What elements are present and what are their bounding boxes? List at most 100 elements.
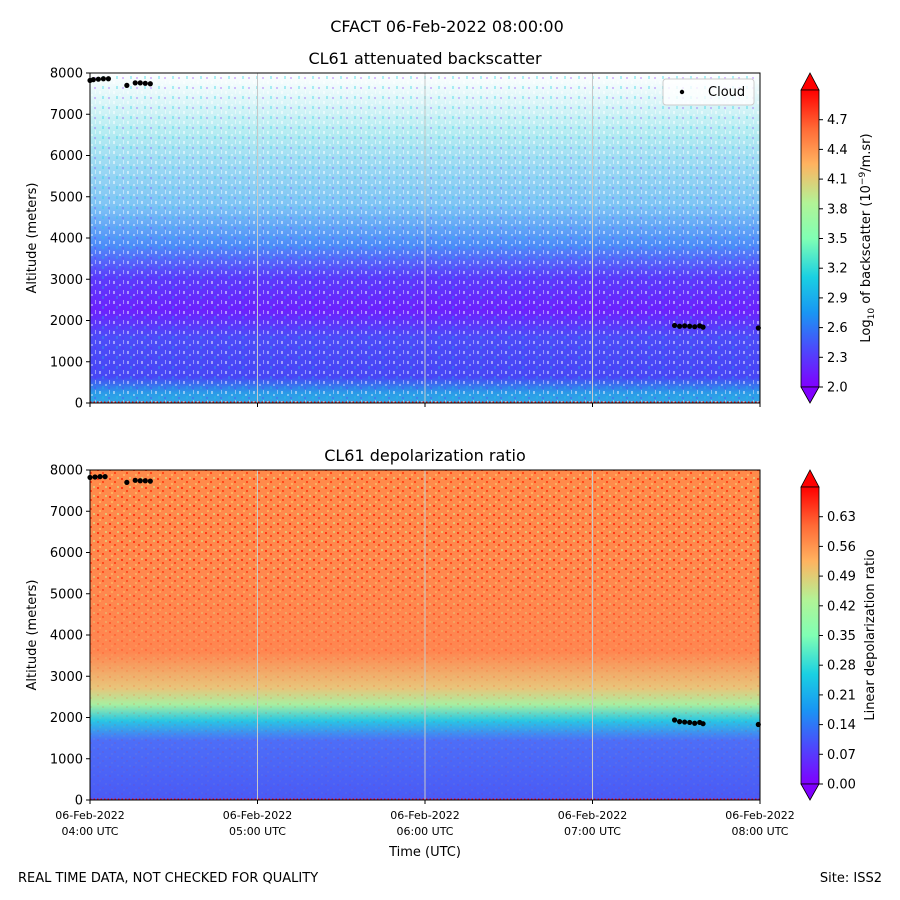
cloud-marker [682,323,688,329]
cloud-marker [92,474,98,480]
depolarization-ylabel: Altitude (meters) [25,580,40,691]
colorbar-extend-bottom [800,783,820,801]
depolarization-colorbar-label: Linear depolarization ratio [863,549,878,720]
ytick-label: 0 [75,397,83,412]
ytick-label: 1000 [50,752,83,767]
ytick-label: 5000 [50,587,83,602]
ytick-label: 0 [75,794,83,809]
xtick-date-label: 06-Feb-2022 [725,809,794,822]
colorbar-tick-label: 0.42 [827,599,856,614]
cloud-marker [671,717,678,723]
cloud-marker [132,477,138,483]
time-xlabel: Time (UTC) [388,845,461,860]
ytick-label: 7000 [50,108,83,123]
cloud-marker [105,76,112,82]
colorbar-tick-label: 0.56 [827,540,856,555]
colorbar-tick-label: 2.9 [827,291,848,306]
cloud-marker [90,77,96,83]
xtick-date-label: 06-Feb-2022 [223,809,292,822]
cloud-legend-marker [679,89,685,95]
legend-cloud-label: Cloud [708,85,745,100]
colorbar-tick-label: 0.14 [827,718,856,733]
cloud-marker [671,322,678,329]
backscatter-legend: Cloud [662,78,755,106]
cloud-marker [700,721,706,727]
cloud-marker [147,81,153,87]
ytick-label: 2000 [50,314,83,329]
figure-suptitle: CFACT 06-Feb-2022 08:00:00 [330,17,564,36]
depolarization-title: CL61 depolarization ratio [324,446,526,465]
ytick-label: 5000 [50,190,83,205]
colorbar-tick-label: 2.0 [827,381,848,396]
cloud-marker [97,474,103,480]
colorbar-tick-label: 0.07 [827,748,856,763]
xtick-date-label: 06-Feb-2022 [55,809,124,822]
depolarization-xticks: 06-Feb-2022 04:00 UTC 06-Feb-2022 05:00 UTC… [55,800,795,838]
colorbar-tick-label: 2.3 [827,351,848,366]
footer-site: Site: ISS2 [820,871,882,886]
cloud-marker [142,80,148,86]
cloud-marker [142,478,148,484]
cloud-marker [700,324,706,330]
colorbar-tick-label: 4.4 [827,143,848,158]
colorbar-tick-label: 4.1 [827,173,848,188]
cloud-marker [137,478,143,484]
ytick-label: 4000 [50,629,83,644]
backscatter-gridlines [90,73,760,403]
colorbar-tick-label: 2.6 [827,321,848,336]
depolarization-yticks: 0 1000 2000 3000 4000 5000 6000 7000 8000 [50,464,90,809]
ytick-label: 8000 [50,464,83,479]
colorbar-extend-top [800,469,820,488]
xtick-time-label: 08:00 UTC [731,825,788,838]
ytick-label: 7000 [50,505,83,520]
cloud-marker [677,719,683,725]
xtick-date-label: 06-Feb-2022 [390,809,459,822]
colorbar-tick-label: 0.00 [827,778,856,793]
cloud-marker [100,76,106,82]
depolarization-colorbar-ticks: 0.00 0.07 0.14 0.21 0.28 0.35 0.42 0.49 0.56 0.63 [819,510,856,793]
colorbar-tick-label: 0.35 [827,629,856,644]
cloud-marker [692,720,698,726]
cloud-marker [682,719,688,725]
colorbar-tick-label: 3.2 [827,262,848,277]
colorbar-tick-label: 0.28 [827,659,856,674]
xtick-time-label: 07:00 UTC [564,825,621,838]
colorbar-gradient [800,486,820,785]
backscatter-ylabel: Altitude (meters) [25,183,40,294]
backscatter-colorbar-ticks: 2.0 2.3 2.6 2.9 3.2 3.5 3.8 4.1 4.4 4.7 [819,113,848,396]
ytick-label: 3000 [50,273,83,288]
colorbar-tick-label: 4.7 [827,113,848,128]
cloud-marker [124,479,130,485]
xtick-time-label: 04:00 UTC [61,825,118,838]
footer-disclaimer: REAL TIME DATA, NOT CHECKED FOR QUALITY [18,871,318,886]
ytick-label: 1000 [50,355,83,370]
ytick-label: 6000 [50,546,83,561]
depolarization-colorbar: 0.00 0.07 0.14 0.21 0.28 0.35 0.42 0.49 0.56 0.63… [800,469,878,801]
cloud-marker [124,82,130,88]
backscatter-yticks: 0 1000 2000 3000 4000 5000 6000 7000 8000 [50,67,90,412]
cloud-marker [147,478,153,484]
cloud-marker [687,719,693,726]
ytick-label: 8000 [50,67,83,82]
cloud-marker [692,324,698,330]
xtick-date-label: 06-Feb-2022 [558,809,627,822]
cloud-marker [132,80,138,86]
depolarization-gridlines [90,470,760,800]
colorbar-extend-top [800,72,820,91]
cloud-marker [95,76,101,82]
backscatter-colorbar: 2.0 2.3 2.6 2.9 3.2 3.5 3.8 4.1 4.4 4.7 Log10 of … [800,72,877,404]
colorbar-tick-label: 3.5 [827,232,848,247]
depolarization-panel: CL61 depolarization ratio 0 1000 2000 3000 4… [25,446,878,860]
colorbar-tick-label: 3.8 [827,202,848,217]
backscatter-xticks [89,403,761,407]
backscatter-title: CL61 attenuated backscatter [308,49,542,68]
backscatter-panel: CL61 attenuated backscatter 0 1000 2000 300… [25,49,877,412]
cloud-marker [102,474,108,480]
cloud-marker [137,80,143,86]
backscatter-colorbar-label: Log10 of backscatter (10−9/m.sr) [858,133,877,342]
colorbar-gradient [800,89,820,388]
ytick-label: 3000 [50,670,83,685]
colorbar-tick-label: 0.21 [827,688,856,703]
cloud-marker [677,323,683,329]
